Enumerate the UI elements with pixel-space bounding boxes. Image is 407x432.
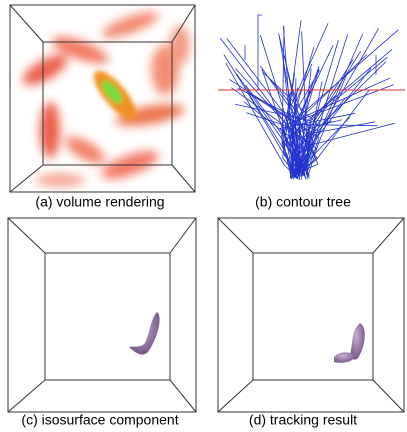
isosurface [334,352,356,362]
caption: (a) volume rendering [35,194,164,210]
tree-edge [226,63,284,165]
tree-edge [220,38,292,131]
caption: (b) contour tree [255,194,351,210]
tracking-panel [218,218,404,412]
tree-edge [294,30,398,121]
isosurface [129,312,160,355]
caption: (c) isosurface component [21,412,178,428]
tree-edge [311,122,375,134]
tree-edge [315,51,360,124]
tree-edge [246,113,281,124]
isosurface-panel [8,218,196,412]
contour-tree [218,15,405,180]
figure: (a) volume rendering (b) contour tree (c… [0,0,407,432]
volume-rendering [10,5,195,192]
caption: (d) tracking result [249,412,357,428]
